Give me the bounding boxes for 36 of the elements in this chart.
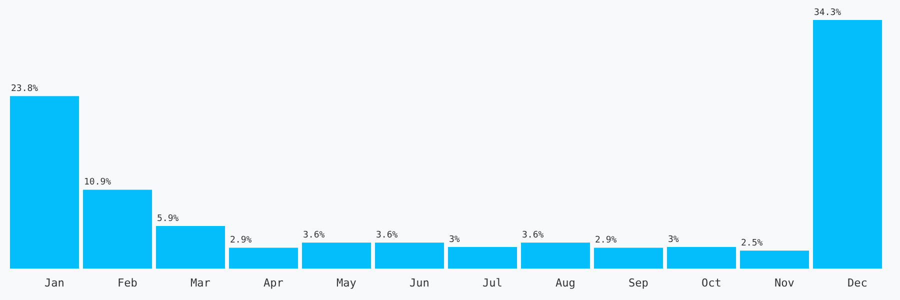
bar xyxy=(594,248,663,269)
bar xyxy=(10,96,79,269)
bar xyxy=(229,248,298,269)
bar xyxy=(667,247,736,269)
x-tick-label: Nov xyxy=(774,276,795,290)
bar xyxy=(740,250,809,269)
x-tick-label: Oct xyxy=(702,276,722,290)
x-tick-label: Aug xyxy=(556,276,576,290)
data-label: 34.3% xyxy=(814,8,842,18)
data-label: 3% xyxy=(449,234,460,245)
x-tick-label: Jun xyxy=(410,276,430,290)
x-tick-label: Dec xyxy=(848,276,868,290)
bar xyxy=(83,190,152,269)
data-label: 3.6% xyxy=(522,230,544,241)
data-label: 3.6% xyxy=(376,230,398,241)
x-tick-label: Jan xyxy=(44,276,64,290)
data-label: 10.9% xyxy=(84,178,112,188)
bar xyxy=(375,242,444,269)
bar xyxy=(156,226,225,269)
x-tick-label: Mar xyxy=(190,276,211,290)
data-label: 3.6% xyxy=(303,230,326,241)
data-label: 23.8% xyxy=(11,84,39,94)
data-label: 2.9% xyxy=(230,236,252,246)
x-tick-label: Sep xyxy=(628,276,648,290)
bar xyxy=(813,20,882,269)
bar xyxy=(521,242,590,269)
data-label: 3% xyxy=(668,234,680,245)
x-tick-label: Feb xyxy=(118,276,138,290)
x-tick-label: May xyxy=(336,276,357,290)
bar xyxy=(448,247,517,269)
x-tick-label: Apr xyxy=(264,276,284,290)
x-tick-label: Jul xyxy=(482,276,502,290)
data-label: 2.5% xyxy=(741,238,764,249)
bar xyxy=(302,242,371,269)
data-label: 5.9% xyxy=(157,214,180,224)
data-label: 2.9% xyxy=(595,236,618,246)
